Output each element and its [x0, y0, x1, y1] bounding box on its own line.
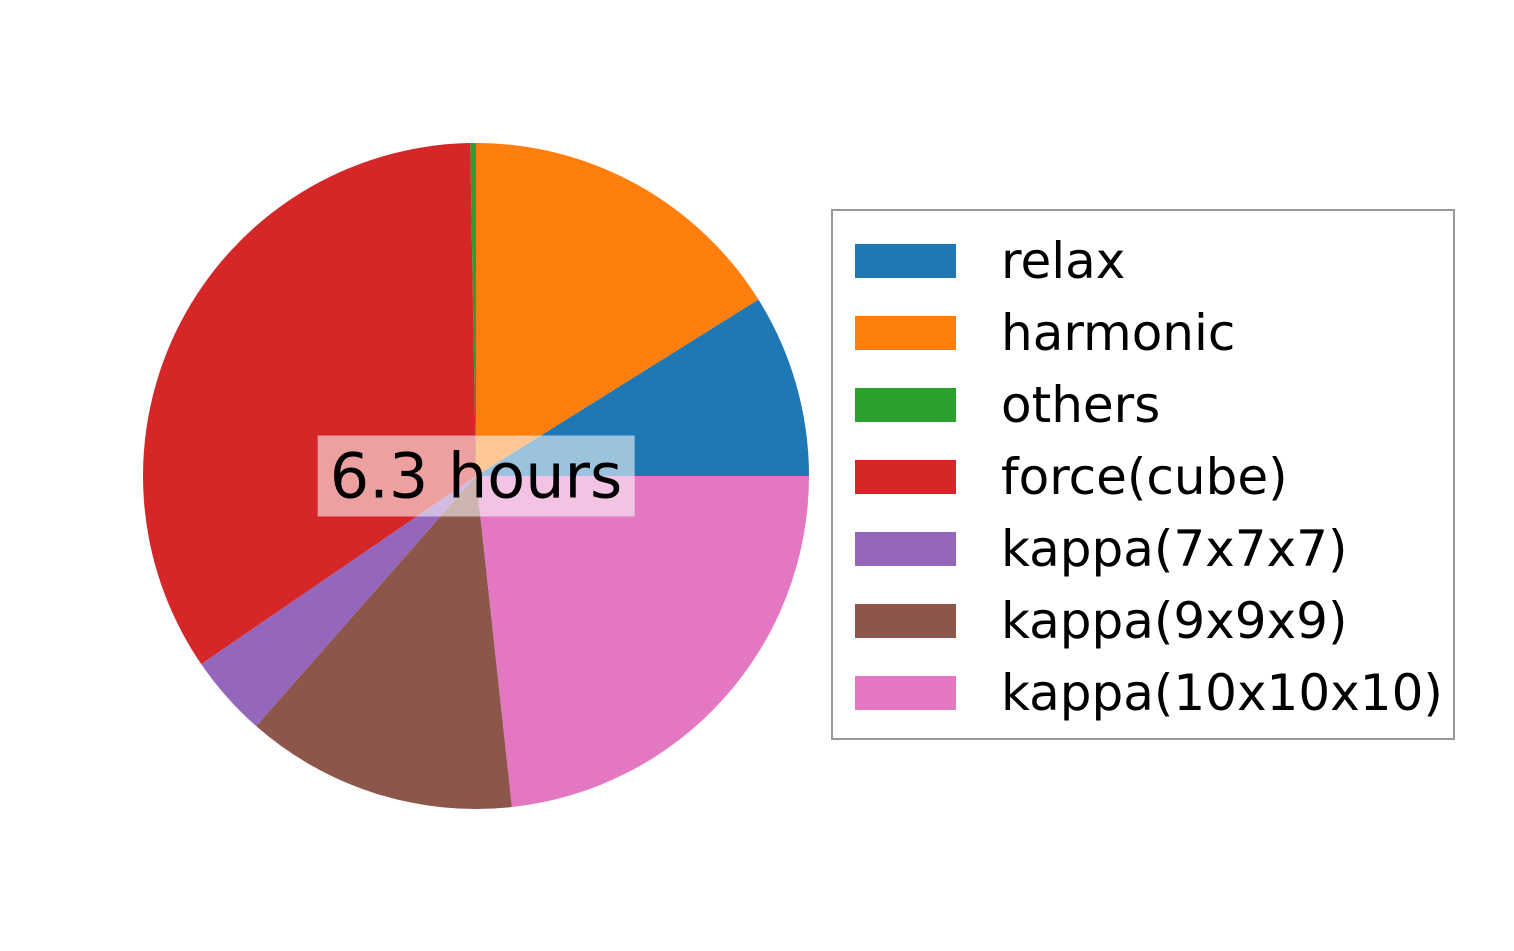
pie-slice-kappa7x7x7[interactable]	[201, 476, 477, 727]
legend-entry-forcecube[interactable]: force(cube)	[833, 441, 1453, 513]
pie-center-label: 6.3 hours	[317, 435, 635, 517]
legend-entry-list: relax harmonic others force(cube) kappa(7x7x…	[833, 211, 1453, 738]
legend-label: kappa(9x9x9)	[1001, 592, 1348, 650]
legend-label: harmonic	[1001, 304, 1236, 362]
pie-slice-group	[143, 143, 809, 809]
pie-slice-others[interactable]	[470, 143, 476, 476]
legend-entry-harmonic[interactable]: harmonic	[833, 297, 1453, 369]
legend-entry-others[interactable]: others	[833, 369, 1453, 441]
pie-slice-relax[interactable]	[476, 299, 809, 476]
legend-label: force(cube)	[1001, 448, 1288, 506]
legend-swatch-icon	[855, 316, 956, 350]
legend-swatch-icon	[855, 388, 956, 422]
legend-box: relax harmonic others force(cube) kappa(7x7x…	[831, 209, 1455, 740]
legend-label: kappa(7x7x7)	[1001, 520, 1348, 578]
legend-entry-relax[interactable]: relax	[833, 225, 1453, 297]
pie-slice-forcecube[interactable]	[143, 143, 477, 665]
legend-label: others	[1001, 376, 1161, 434]
legend-entry-kappa10x10x10[interactable]: kappa(10x10x10)	[833, 657, 1453, 729]
pie-slice-kappa10x10x10[interactable]	[476, 476, 809, 808]
pie-slice-harmonic[interactable]	[476, 143, 759, 476]
legend-entry-kappa7x7x7[interactable]: kappa(7x7x7)	[833, 513, 1453, 585]
pie-plot-area: 6.3 hours	[143, 143, 809, 809]
legend-label: kappa(10x10x10)	[1001, 664, 1443, 722]
pie-slice-kappa9x9x9[interactable]	[256, 476, 512, 809]
legend-entry-kappa9x9x9[interactable]: kappa(9x9x9)	[833, 585, 1453, 657]
legend-swatch-icon	[855, 532, 956, 566]
legend-swatch-icon	[855, 244, 956, 278]
legend-swatch-icon	[855, 676, 956, 710]
legend-swatch-icon	[855, 460, 956, 494]
legend-label: relax	[1001, 232, 1126, 290]
pie-svg	[143, 143, 809, 809]
legend-swatch-icon	[855, 604, 956, 638]
